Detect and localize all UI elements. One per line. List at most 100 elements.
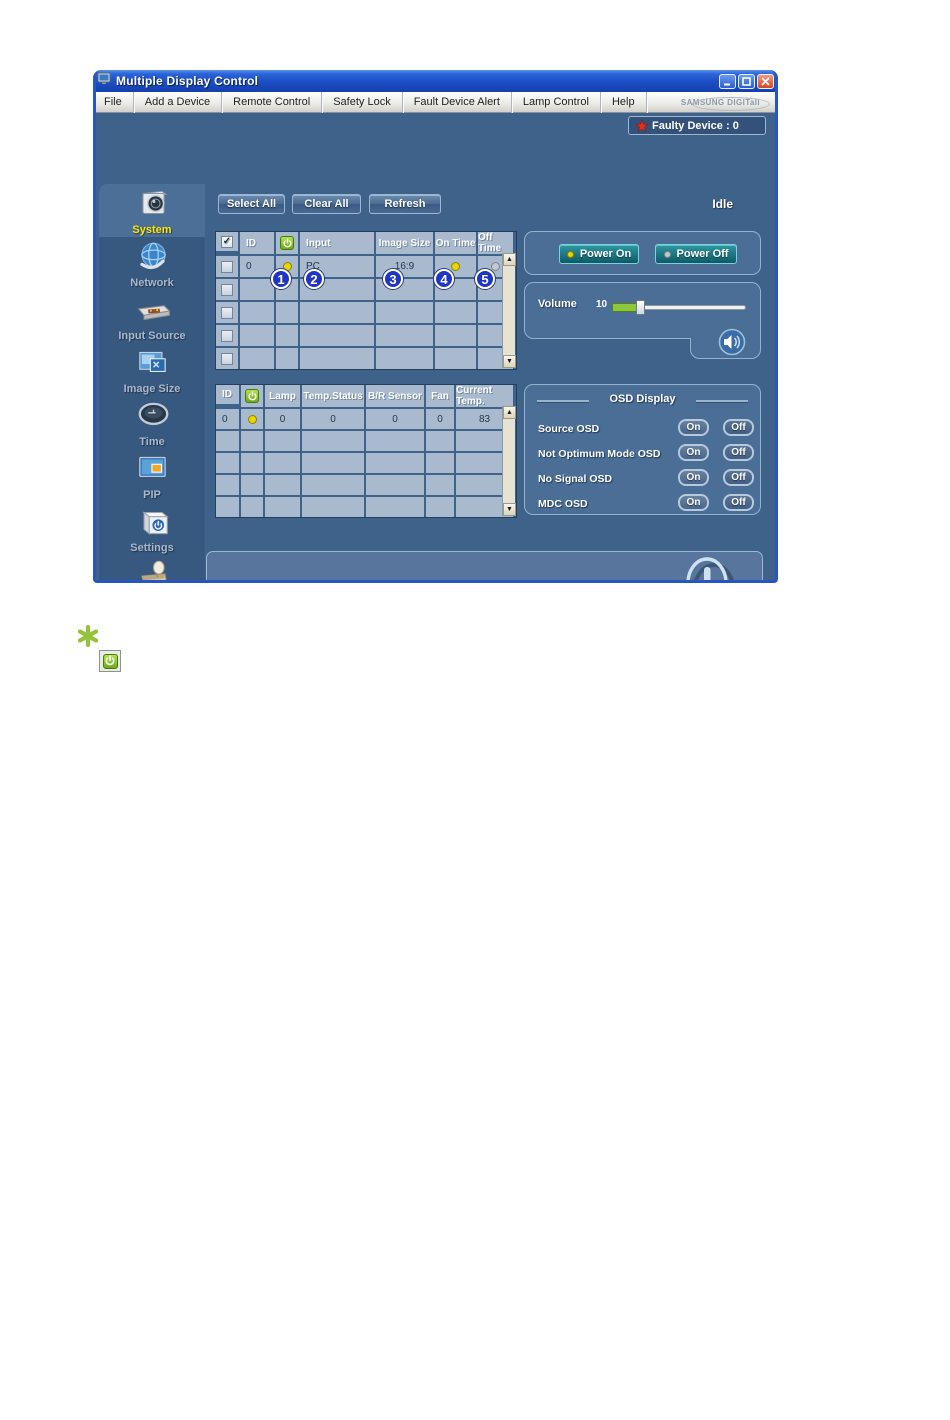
power-panel: Power On Power Off (524, 231, 761, 275)
status-lamp: 0 (265, 409, 300, 429)
power-column-icon (241, 385, 263, 407)
menu-safety-lock[interactable]: Safety Lock (322, 91, 403, 113)
speaker-icon[interactable] (718, 328, 746, 361)
volume-slider-thumb[interactable] (636, 300, 645, 315)
menu-remote-control[interactable]: Remote Control (222, 91, 323, 113)
menu-file[interactable]: File (96, 91, 134, 113)
pip-icon (135, 450, 173, 493)
col-current-temp: Current Temp. (456, 385, 513, 407)
window-title: Multiple Display Control (116, 74, 259, 88)
menu-fault-device-alert[interactable]: Fault Device Alert (403, 91, 512, 113)
sidebar-item-input-source[interactable]: Input Source (99, 290, 205, 343)
clear-all-button[interactable]: Clear All (292, 194, 361, 214)
scroll-down-icon[interactable]: ▼ (503, 355, 516, 368)
source-osd-off-button[interactable]: Off (723, 419, 754, 436)
source-osd-on-button[interactable]: On (678, 419, 709, 436)
col-id: ID (240, 232, 274, 254)
close-button[interactable] (757, 73, 774, 89)
green-asterisk-icon (77, 624, 99, 652)
row-checkbox[interactable] (216, 325, 238, 346)
osd-row-source: Source OSD (538, 423, 600, 435)
col-on-time: On Time (435, 232, 476, 254)
row-checkbox[interactable] (216, 302, 238, 323)
sidebar-item-maintenance[interactable]: Maintenance (99, 555, 205, 580)
power-on-button[interactable]: Power On (559, 244, 639, 264)
menu-add-a-device[interactable]: Add a Device (134, 91, 223, 113)
sidebar-item-network[interactable]: Network (99, 237, 205, 290)
not-optimum-osd-off-button[interactable]: Off (723, 444, 754, 461)
scroll-down-icon[interactable]: ▼ (503, 503, 516, 516)
sidebar-label-pip: PIP (143, 489, 161, 501)
power-on-indicator (566, 250, 574, 258)
volume-slider-track[interactable] (645, 305, 746, 310)
sidebar-item-image-size[interactable]: Image Size (99, 343, 205, 396)
maximize-button[interactable] (738, 73, 755, 89)
app-icon (97, 72, 111, 90)
osd-title-line-left (537, 400, 589, 402)
col-image-size: Image Size (376, 232, 433, 254)
annotation-2: 2 (304, 269, 324, 289)
settings-icon (135, 503, 173, 546)
sidebar-label-system: System (132, 224, 172, 236)
image-size-icon (135, 344, 173, 387)
annotation-1: 1 (271, 269, 291, 289)
titlebar[interactable]: Multiple Display Control (96, 70, 775, 92)
mdc-window: Multiple Display Control File Add a Devi… (93, 70, 778, 583)
no-signal-osd-off-button[interactable]: Off (723, 469, 754, 486)
row-checkbox[interactable] (216, 279, 238, 300)
col-br-sensor: B/R Sensor (366, 385, 424, 407)
power-off-indicator (663, 250, 671, 258)
sidebar-label-input-source: Input Source (118, 330, 186, 342)
faulty-device-label: Faulty Device : 0 (652, 119, 739, 132)
menu-help[interactable]: Help (601, 91, 647, 113)
faulty-device-badge: Faulty Device : 0 (628, 116, 766, 135)
no-signal-osd-on-button[interactable]: On (678, 469, 709, 486)
row-checkbox[interactable] (216, 256, 238, 277)
scroll-up-icon[interactable]: ▲ (503, 253, 516, 266)
annotation-3: 3 (383, 269, 403, 289)
select-all-button[interactable]: Select All (218, 194, 285, 214)
annotation-5: 5 (475, 269, 495, 289)
minimize-button[interactable] (719, 73, 736, 89)
status-table: ID Lamp Temp.Status B/R Sensor Fan Curre… (215, 384, 517, 518)
select-all-checkbox[interactable]: ✓ (216, 232, 238, 251)
sidebar-item-system[interactable]: System (99, 184, 205, 237)
volume-panel-outline (524, 282, 761, 360)
volume-label: Volume (538, 298, 577, 310)
col-lamp: Lamp (265, 385, 300, 407)
menu-lamp-control[interactable]: Lamp Control (512, 91, 601, 113)
status-temp-status: 0 (302, 409, 364, 429)
sidebar-item-settings[interactable]: Settings (99, 502, 205, 555)
system-icon (135, 185, 173, 228)
sidebar-label-image-size: Image Size (123, 383, 181, 395)
green-power-icon (99, 650, 121, 672)
osd-panel-title: OSD Display (609, 393, 676, 405)
input-source-icon (135, 291, 173, 334)
sidebar-item-time[interactable]: Time (99, 396, 205, 449)
status-fan: 0 (426, 409, 454, 429)
osd-row-not-optimum: Not Optimum Mode OSD (538, 448, 661, 460)
sidebar: System Network (99, 184, 205, 580)
device-table: ✓ ID Input Image Size On Time Off Time 0… (215, 231, 517, 370)
col-temp-status: Temp.Status (302, 385, 364, 407)
osd-panel: OSD Display Source OSD On Off Not Optimu… (524, 384, 761, 515)
time-icon (135, 397, 173, 440)
power-off-button[interactable]: Power Off (655, 244, 737, 264)
mdc-osd-on-button[interactable]: On (678, 494, 709, 511)
annotation-4: 4 (434, 269, 454, 289)
status-table-scrollbar[interactable]: ▲ ▼ (502, 406, 516, 516)
mdc-osd-off-button[interactable]: Off (723, 494, 754, 511)
scroll-up-icon[interactable]: ▲ (503, 406, 516, 419)
info-panel (206, 551, 763, 580)
volume-value: 10 (596, 299, 608, 310)
sidebar-item-pip[interactable]: PIP (99, 449, 205, 502)
row-checkbox[interactable] (216, 348, 238, 369)
refresh-button[interactable]: Refresh (369, 194, 441, 214)
col-off-time: Off Time (478, 232, 513, 254)
device-table-scrollbar[interactable]: ▲ ▼ (502, 253, 516, 368)
osd-title-line-right (696, 400, 748, 402)
col-fan: Fan (426, 385, 454, 407)
status-text: Idle (712, 197, 733, 211)
alert-exclamation-icon (686, 557, 734, 580)
not-optimum-osd-on-button[interactable]: On (678, 444, 709, 461)
